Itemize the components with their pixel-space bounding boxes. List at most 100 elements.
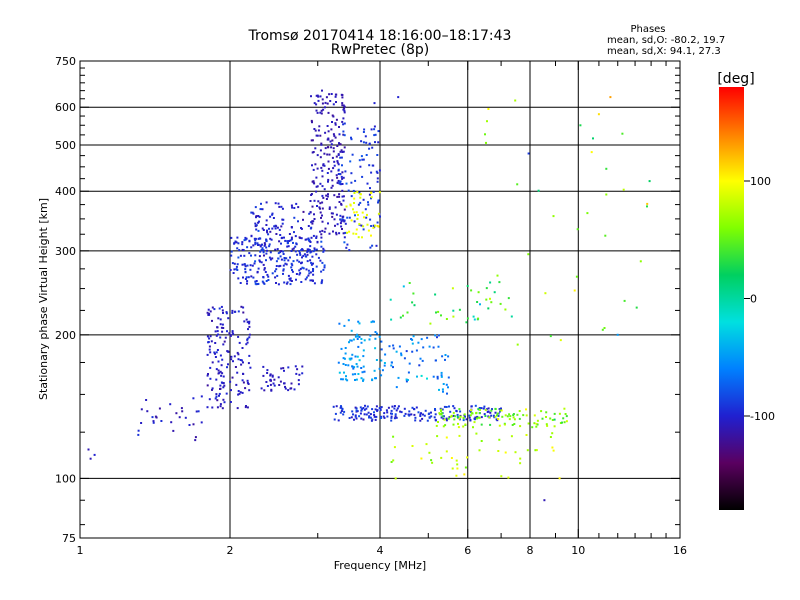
data-point bbox=[231, 262, 234, 265]
data-point bbox=[496, 414, 498, 417]
data-point bbox=[424, 409, 427, 412]
data-point bbox=[356, 127, 359, 130]
data-point bbox=[237, 242, 240, 245]
data-point bbox=[346, 231, 349, 234]
data-point bbox=[236, 247, 239, 250]
data-point bbox=[249, 366, 252, 369]
data-point bbox=[379, 409, 382, 411]
data-point bbox=[357, 373, 360, 375]
data-point bbox=[509, 415, 512, 418]
data-point bbox=[435, 424, 438, 427]
data-point bbox=[356, 410, 359, 413]
data-point bbox=[328, 206, 331, 209]
data-point bbox=[253, 262, 256, 265]
data-point bbox=[217, 369, 220, 372]
data-point bbox=[346, 243, 349, 246]
data-point bbox=[244, 406, 247, 409]
data-point bbox=[246, 280, 249, 283]
data-point bbox=[329, 140, 332, 143]
data-point bbox=[275, 282, 277, 284]
data-point bbox=[468, 414, 471, 417]
data-point bbox=[275, 225, 278, 228]
data-point bbox=[497, 418, 500, 420]
data-point bbox=[263, 282, 266, 285]
data-point bbox=[319, 95, 322, 98]
data-point bbox=[345, 182, 348, 185]
data-point bbox=[335, 174, 338, 177]
data-point bbox=[285, 282, 288, 285]
data-point bbox=[390, 364, 393, 367]
data-point bbox=[364, 135, 367, 138]
data-point bbox=[237, 393, 240, 396]
data-point bbox=[308, 240, 311, 243]
data-point bbox=[480, 407, 483, 410]
data-point bbox=[258, 255, 261, 258]
data-point bbox=[320, 112, 323, 115]
data-point bbox=[343, 208, 346, 211]
data-point bbox=[452, 423, 455, 426]
data-point bbox=[354, 214, 356, 217]
data-point bbox=[411, 445, 414, 447]
data-point bbox=[300, 281, 303, 283]
data-point bbox=[452, 315, 455, 318]
data-point bbox=[308, 272, 311, 275]
data-point bbox=[272, 382, 275, 385]
data-point bbox=[211, 361, 214, 364]
data-point bbox=[359, 201, 362, 204]
data-point bbox=[490, 414, 493, 417]
data-point bbox=[411, 406, 414, 409]
data-point bbox=[350, 339, 353, 342]
data-point bbox=[395, 350, 398, 353]
data-point bbox=[377, 225, 380, 228]
data-point bbox=[237, 335, 240, 338]
data-point bbox=[342, 357, 345, 360]
data-point bbox=[340, 225, 343, 228]
data-point bbox=[342, 199, 345, 202]
data-point bbox=[391, 412, 393, 415]
data-point bbox=[370, 191, 373, 194]
data-point bbox=[282, 264, 285, 267]
data-point bbox=[237, 353, 240, 356]
data-point bbox=[342, 195, 345, 198]
data-point bbox=[440, 416, 443, 419]
data-point bbox=[209, 377, 212, 380]
data-point bbox=[343, 357, 346, 360]
data-point bbox=[340, 202, 343, 205]
data-point bbox=[603, 327, 606, 329]
data-point bbox=[337, 154, 340, 156]
data-point bbox=[368, 147, 371, 150]
data-point bbox=[375, 244, 378, 247]
data-point bbox=[338, 195, 341, 198]
data-point bbox=[573, 289, 576, 292]
data-point bbox=[417, 341, 420, 344]
data-point bbox=[395, 386, 398, 389]
data-point bbox=[250, 246, 253, 249]
data-point bbox=[294, 245, 297, 248]
data-point bbox=[394, 413, 397, 416]
data-point bbox=[325, 96, 328, 99]
data-point bbox=[440, 314, 442, 317]
data-point bbox=[393, 405, 396, 407]
data-point bbox=[478, 412, 481, 415]
data-point bbox=[271, 374, 274, 377]
data-point bbox=[357, 236, 360, 239]
data-point bbox=[239, 359, 242, 361]
data-point bbox=[355, 363, 358, 365]
data-point bbox=[335, 155, 338, 158]
data-point bbox=[465, 418, 468, 421]
data-point bbox=[363, 339, 366, 342]
data-point bbox=[477, 408, 480, 411]
data-point bbox=[376, 180, 379, 183]
data-point bbox=[246, 381, 249, 384]
data-point bbox=[277, 257, 280, 260]
data-point bbox=[482, 407, 485, 410]
data-point bbox=[387, 406, 390, 409]
data-point bbox=[354, 335, 357, 338]
data-point bbox=[376, 221, 379, 224]
data-point bbox=[423, 414, 426, 417]
data-point bbox=[296, 259, 299, 262]
data-point bbox=[226, 366, 228, 369]
data-point bbox=[362, 141, 365, 144]
data-point bbox=[330, 212, 333, 215]
data-point bbox=[494, 407, 497, 410]
